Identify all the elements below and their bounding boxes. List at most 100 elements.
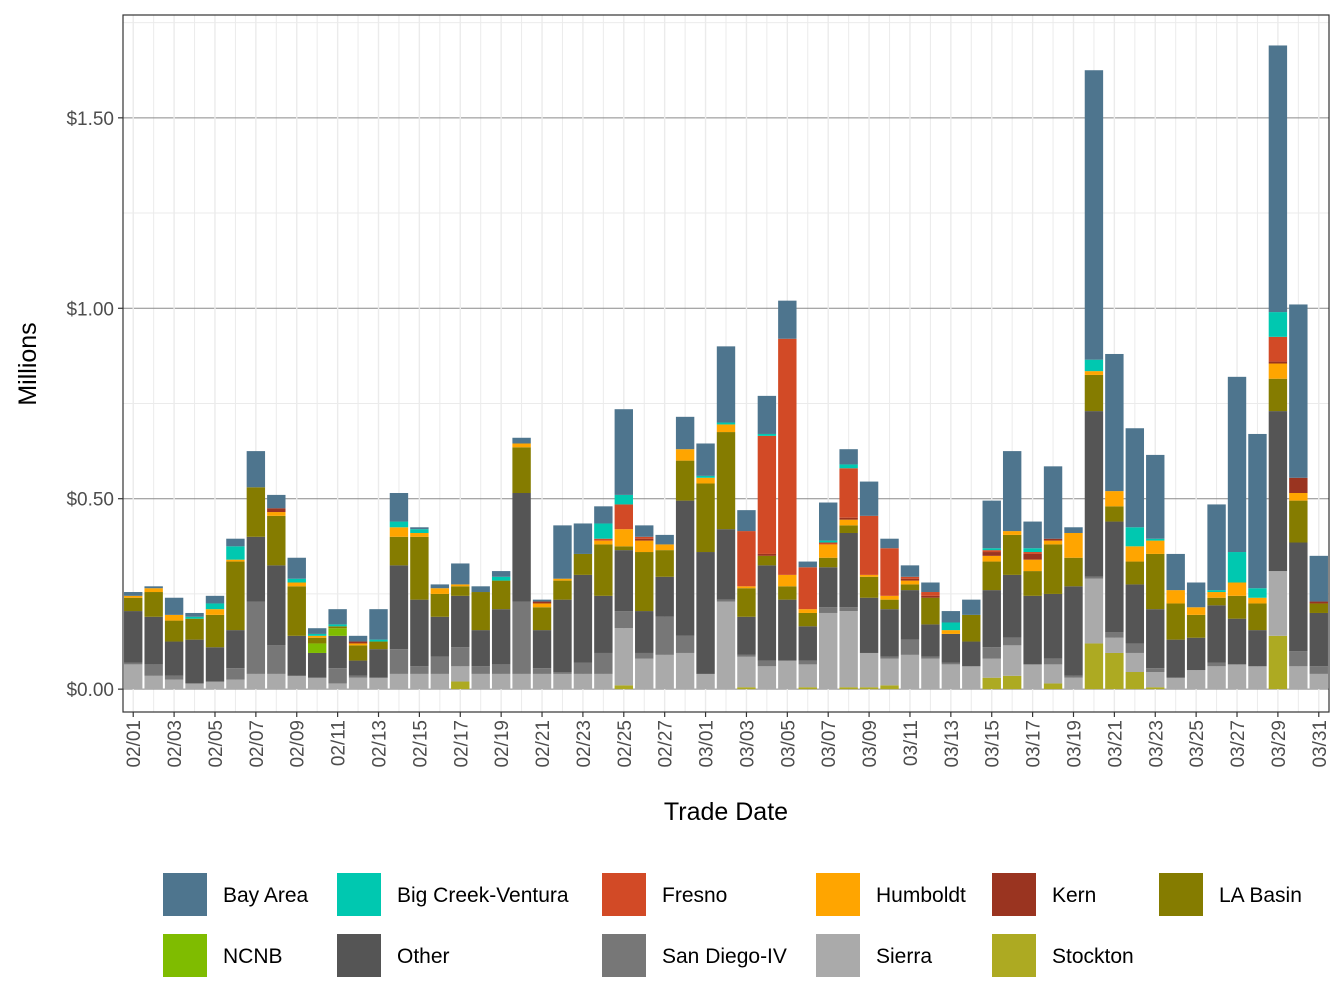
bar-segment-la-basin <box>144 592 163 617</box>
bar-segment-other <box>1064 586 1083 676</box>
bar-segment-sierra <box>164 679 184 690</box>
bar-segment-bay-area <box>737 510 756 532</box>
bar-segment-bay-area <box>1146 454 1165 539</box>
bar-segment-humboldt <box>1146 540 1165 554</box>
bar-segment-other <box>696 552 715 674</box>
bar-segment-san-diego-iv <box>594 652 613 674</box>
x-tick-label: 02/01 <box>124 720 145 768</box>
bar-segment-big-creek-ventura <box>982 548 1001 551</box>
bar-segment-la-basin <box>226 561 245 631</box>
bar-segment-other <box>1002 574 1022 638</box>
bar-segment-humboldt <box>410 532 429 537</box>
x-tick-label: 03/29 <box>1269 720 1290 768</box>
bar-segment-humboldt <box>737 586 756 589</box>
bar-segment-sierra <box>124 664 143 690</box>
bar-segment-other <box>532 630 552 669</box>
bar-segment-sierra <box>1105 637 1124 653</box>
bar-segment-big-creek-ventura <box>205 603 225 610</box>
bar-segment-stockton <box>737 687 756 690</box>
bar-segment-other <box>226 630 245 669</box>
bar-segment-la-basin <box>205 614 225 648</box>
bar-segment-humboldt <box>512 443 531 448</box>
bar-segment-sierra <box>246 673 266 690</box>
bar-segment-kern <box>1023 553 1042 560</box>
bar-segment-bay-area <box>1043 466 1063 539</box>
x-tick-label: 03/07 <box>819 720 840 768</box>
bar-segment-la-basin <box>1105 506 1124 522</box>
bar-segment-other <box>941 633 961 663</box>
bar-segment-san-diego-iv <box>246 601 266 674</box>
y-tick-label: $1.00 <box>66 299 114 320</box>
bar-segment-bay-area <box>1023 521 1042 549</box>
bar-segment-san-diego-iv <box>921 656 940 659</box>
legend-swatch-stockton <box>992 934 1036 977</box>
bar-segment-sierra <box>635 658 654 690</box>
bar-segment-bay-area <box>451 563 470 585</box>
bar-segment-other <box>205 647 225 682</box>
legend-label-ncnb: NCNB <box>223 945 283 968</box>
bar-segment-la-basin <box>553 580 572 600</box>
bar-segment-big-creek-ventura <box>941 622 961 631</box>
bar-segment-la-basin <box>369 641 388 650</box>
y-axis: $0.00 $0.50 $1.00 $1.50 <box>66 109 123 701</box>
bar-segment-other <box>369 649 388 678</box>
bar-segment-big-creek-ventura <box>716 422 736 425</box>
bar-segment-sierra <box>594 673 613 690</box>
legend-swatch-san-diego-iv <box>602 934 646 977</box>
bar-segment-humboldt <box>532 603 552 608</box>
bar-segment-bay-area <box>819 502 838 541</box>
bar-segment-la-basin <box>1125 561 1145 585</box>
x-tick-label: 02/13 <box>370 720 391 768</box>
bar-segment-other <box>1289 542 1308 652</box>
bar-segment-san-diego-iv <box>1064 675 1083 678</box>
bar-segment-big-creek-ventura <box>594 523 613 539</box>
bar-segment-bay-area <box>1207 504 1226 591</box>
bar-segment-san-diego-iv <box>553 672 572 674</box>
bar-segment-big-creek-ventura <box>1248 588 1267 598</box>
bar-segment-humboldt <box>451 584 470 587</box>
bar-segment-sierra <box>900 654 920 690</box>
x-tick-label: 02/11 <box>329 720 350 766</box>
bar-segment-fresno <box>594 538 613 541</box>
bar-segment-la-basin <box>491 580 511 610</box>
bar-segment-other <box>185 639 204 684</box>
bar-segment-humboldt <box>635 540 654 553</box>
x-tick-label: 03/01 <box>697 720 718 768</box>
bar-segment-other <box>1146 609 1165 669</box>
bar-segment-san-diego-iv <box>267 645 286 674</box>
x-tick-label: 03/19 <box>1064 720 1085 768</box>
bar-segment-sierra <box>1146 672 1165 688</box>
bar-segment-humboldt <box>1227 582 1247 596</box>
x-tick-label: 03/11 <box>901 720 922 766</box>
bar-segment-san-diego-iv <box>839 607 858 612</box>
bar-segment-san-diego-iv <box>614 611 633 629</box>
bar-segment-bay-area <box>880 538 899 549</box>
bar-segment-humboldt <box>1125 546 1145 562</box>
bar-segment-other <box>1023 595 1042 665</box>
bar-segment-bay-area <box>389 492 409 522</box>
bar-segment-other <box>819 567 838 608</box>
bar-segment-bay-area <box>1186 582 1206 608</box>
x-tick-label: 03/27 <box>1228 720 1249 768</box>
bar-segment-other <box>1166 639 1185 678</box>
bar-segment-bay-area <box>635 525 654 537</box>
bar-segment-sierra <box>1227 664 1247 690</box>
bar-segment-humboldt <box>430 588 450 594</box>
bar-segment-other <box>144 616 163 665</box>
bar-segment-other <box>1207 605 1226 663</box>
bar-segment-la-basin <box>1023 571 1042 596</box>
bar-segment-ncnb <box>307 643 327 653</box>
bar-segment-bay-area <box>921 582 940 593</box>
bar-segment-other <box>471 630 490 667</box>
bar-segment-fresno <box>798 567 817 610</box>
bar-segment-la-basin <box>471 592 490 631</box>
legend-swatch-other <box>337 934 381 977</box>
bar-segment-la-basin <box>1166 603 1185 640</box>
bar-segment-humboldt <box>819 544 838 558</box>
bar-segment-bay-area <box>205 595 225 604</box>
bar-segment-other <box>614 550 633 612</box>
bar-segment-humboldt <box>1289 492 1308 501</box>
bar-segment-big-creek-ventura <box>1023 548 1042 553</box>
bar-segment-stockton <box>880 685 899 690</box>
